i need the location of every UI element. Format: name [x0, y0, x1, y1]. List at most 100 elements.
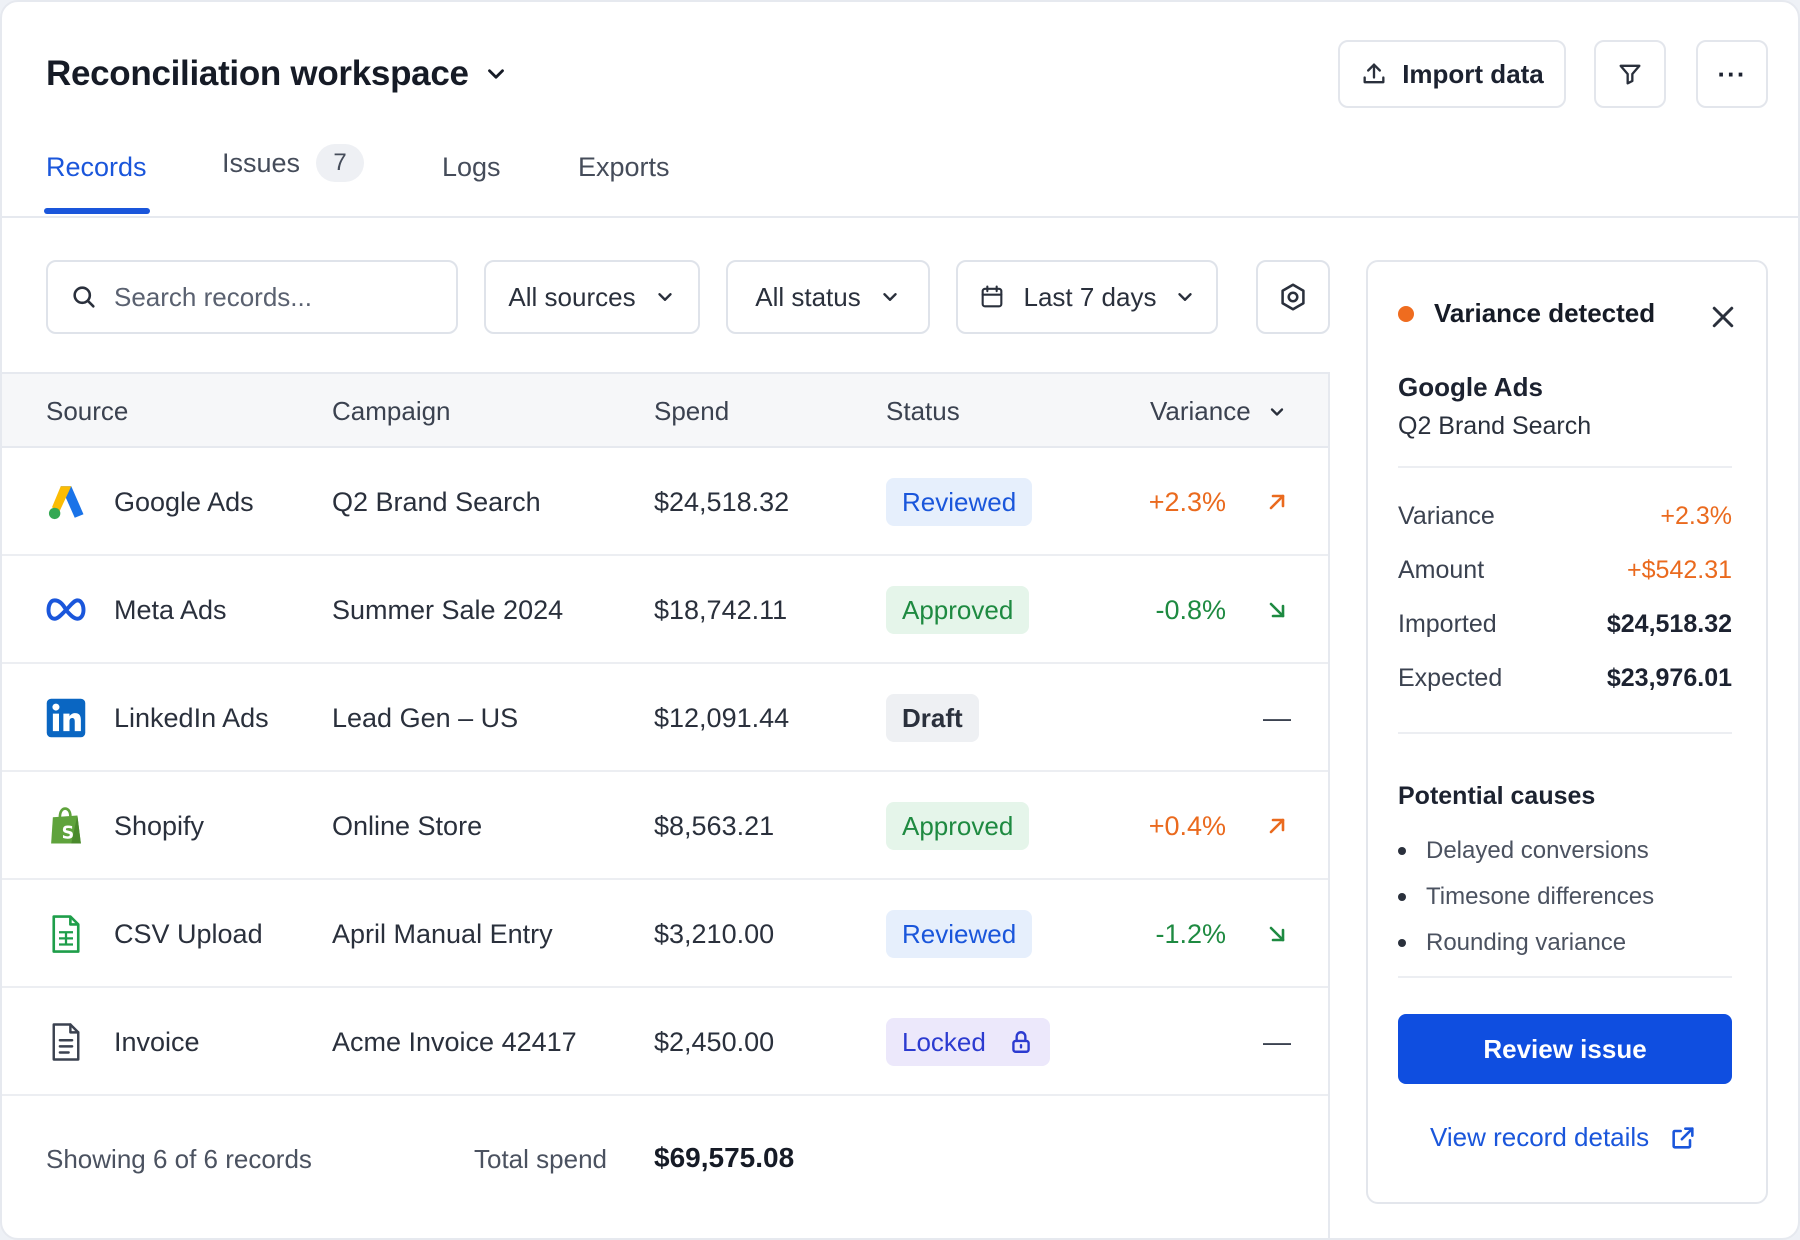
column-header-label: Spend [654, 396, 730, 426]
workspace-switcher[interactable]: Reconciliation workspace [46, 54, 509, 94]
campaign-name: Q2 Brand Search [332, 486, 541, 517]
status-dropdown[interactable]: All status [726, 260, 930, 334]
tab-logs[interactable]: Logs [442, 152, 501, 183]
cause-item: Timesone differences [1398, 874, 1654, 920]
spend-value: $12,091.44 [654, 702, 790, 733]
status-cell: Approved [886, 772, 1030, 880]
date-range-dropdown[interactable]: Last 7 days [956, 260, 1218, 334]
filter-icon [1619, 64, 1641, 85]
tab-exports[interactable]: Exports [578, 152, 670, 183]
tab-issues-label: Issues [222, 147, 301, 178]
search-input[interactable] [114, 281, 434, 313]
detail-value: +2.3% [1660, 502, 1732, 530]
campaign-name: Acme Invoice 42417 [332, 1026, 577, 1057]
detail-key: Imported [1398, 610, 1497, 638]
trend-down-arrow-icon [1269, 926, 1285, 942]
table-row[interactable]: Meta Ads Summer Sale 2024 $18,742.11 App… [2, 556, 1328, 664]
detail-value: +$542.31 [1627, 556, 1732, 584]
tab-records[interactable]: Records [46, 152, 147, 183]
date-range-value: Last 7 days [1023, 281, 1157, 312]
campaign-name: April Manual Entry [332, 918, 553, 949]
panel-title: Variance detected [1434, 298, 1656, 328]
status-cell: Draft [886, 664, 979, 772]
status-badge: Draft [886, 694, 979, 742]
view-record-details-link[interactable]: View record details [1430, 1122, 1697, 1153]
table-footer: Showing 6 of 6 records Total spend $69,5… [2, 1104, 1328, 1212]
detail-key: Expected [1398, 664, 1503, 692]
import-data-button[interactable]: Import data [1338, 40, 1566, 108]
detail-row-amount: Amount +$542.31 [1398, 556, 1732, 585]
linkedin-icon [46, 698, 86, 738]
calendar-icon [981, 285, 1002, 308]
review-issue-button[interactable]: Review issue [1398, 1014, 1732, 1084]
variance-value: -1.2% [1155, 918, 1226, 949]
potential-causes-title: Potential causes [1398, 782, 1596, 810]
search-icon [73, 286, 95, 308]
source-name: LinkedIn Ads [114, 702, 269, 733]
close-panel-button[interactable] [1708, 302, 1738, 332]
source-logo: S [44, 772, 88, 880]
shopify-icon: S [51, 807, 81, 844]
source-logo [44, 448, 88, 556]
detail-value: $24,518.32 [1606, 610, 1732, 638]
source-name: Invoice [114, 1026, 200, 1057]
status-badge: Reviewed [886, 910, 1033, 958]
variance-detail-panel: Variance detected Google Ads Q2 Brand Se… [1366, 260, 1768, 1204]
status-cell: Locked [886, 988, 1050, 1096]
column-header-status[interactable]: Status [886, 396, 960, 427]
no-variance-dash: — [1263, 1026, 1291, 1057]
filter-button[interactable] [1594, 40, 1666, 108]
more-options-button[interactable]: ··· [1696, 40, 1768, 108]
column-header-source[interactable]: Source [46, 396, 128, 427]
table-row[interactable]: S Shopify Online Store $8,563.21 Approve… [2, 772, 1328, 880]
cause-item: Delayed conversions [1398, 828, 1654, 874]
table-settings-button[interactable] [1256, 260, 1330, 334]
search-box [46, 260, 458, 334]
spend-value: $24,518.32 [654, 486, 790, 517]
status-dropdown-value: All status [755, 281, 861, 312]
source-logo [44, 556, 88, 664]
column-header-campaign[interactable]: Campaign [332, 396, 451, 427]
source-logo [44, 664, 88, 772]
table-header: Source Campaign Spend Status Variance [2, 374, 1328, 448]
source-name: Google Ads [114, 486, 254, 517]
divider [1398, 732, 1732, 734]
active-tab-indicator [44, 208, 150, 214]
external-link-icon [1672, 1126, 1694, 1149]
lock-icon [1012, 1031, 1030, 1053]
detail-value: $23,976.01 [1606, 664, 1732, 692]
source-name: CSV Upload [114, 918, 263, 949]
column-header-variance[interactable]: Variance [1150, 396, 1287, 427]
cause-item: Rounding variance [1398, 920, 1654, 966]
status-badge: Reviewed [886, 478, 1033, 526]
column-header-spend[interactable]: Spend [654, 396, 729, 427]
source-logo [44, 880, 88, 988]
status-badge-label: Locked [902, 1026, 986, 1057]
status-badge: Locked [886, 1018, 1050, 1066]
view-record-details-label: View record details [1430, 1122, 1650, 1152]
records-table: Source Campaign Spend Status Variance Go… [2, 372, 1330, 1238]
campaign-name: Online Store [332, 810, 483, 841]
potential-causes-list: Delayed conversions Timesone differences… [1398, 828, 1654, 966]
workspace-title: Reconciliation workspace [46, 54, 469, 93]
table-row[interactable]: Google Ads Q2 Brand Search $24,518.32 Re… [2, 448, 1328, 556]
trend-up-arrow-icon [1269, 494, 1285, 510]
meta-icon [46, 598, 86, 621]
records-count-text: Showing 6 of 6 records [46, 1144, 312, 1174]
table-row[interactable]: LinkedIn Ads Lead Gen – US $12,091.44 Dr… [2, 664, 1328, 772]
trend-down-arrow-icon [1269, 602, 1285, 618]
chevron-down-icon [883, 293, 897, 301]
campaign-name: Lead Gen – US [332, 702, 519, 733]
header: Reconciliation workspace Import data ···… [2, 2, 1798, 218]
more-icon: ··· [1717, 58, 1747, 89]
trend-cell [1260, 880, 1294, 988]
detail-key: Amount [1398, 556, 1485, 584]
table-row[interactable]: Invoice Acme Invoice 42417 $2,450.00 Loc… [2, 988, 1328, 1096]
table-row[interactable]: CSV Upload April Manual Entry $3,210.00 … [2, 880, 1328, 988]
tab-issues[interactable]: Issues 7 [222, 144, 365, 182]
status-cell: Reviewed [886, 448, 1033, 556]
sources-dropdown[interactable]: All sources [484, 260, 700, 334]
detail-key: Variance [1398, 502, 1495, 530]
divider [1398, 976, 1732, 978]
chevron-down-icon [657, 293, 672, 301]
